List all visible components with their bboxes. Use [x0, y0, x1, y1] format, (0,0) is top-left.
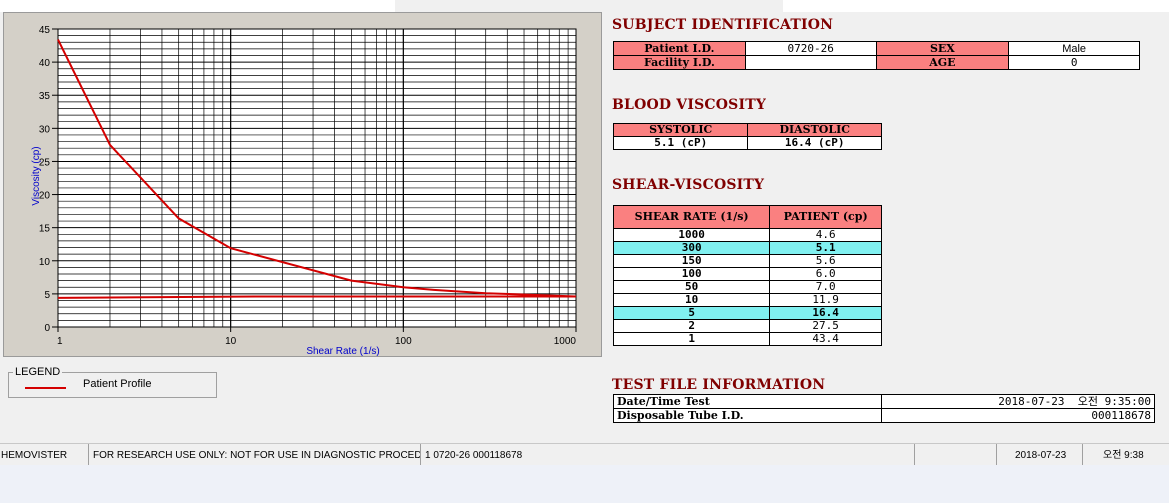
datetime-label: Date/Time Test	[612, 394, 883, 409]
y-tick-label: 40	[39, 58, 51, 69]
status-date: 2018-07-23	[996, 444, 1082, 466]
legend-swatch-patient	[25, 387, 66, 389]
sex-value: Male	[1008, 41, 1140, 56]
series-line-patient-profile	[57, 39, 577, 298]
shear-viscosity-title: SHEAR-VISCOSITY	[612, 177, 765, 193]
series-line-baseline	[57, 295, 576, 299]
facility-id-label: Facility I.D.	[613, 55, 746, 70]
status-bar: HEMOVISTER FOR RESEARCH USE ONLY: NOT FO…	[0, 443, 1169, 466]
patient-value-cell: 4.6	[769, 228, 882, 242]
patient-value-cell: 7.0	[769, 280, 882, 294]
subject-table: Patient I.D. 0720-26 SEX Male Facility I…	[613, 41, 1140, 70]
top-strip-left	[0, 0, 395, 12]
y-tick-label: 35	[39, 91, 51, 102]
shear-row: 300 5.1	[612, 241, 882, 255]
shear-rate-cell: 1	[612, 332, 771, 346]
shear-viscosity-rows: 1000 4.6 300 5.1 150 5.6 100 6.0 50 7.0 10 11.9 5 16.…	[612, 228, 882, 346]
shear-rate-cell: 300	[612, 241, 771, 255]
y-tick-label: 20	[39, 191, 51, 202]
diastolic-label: DIASTOLIC	[747, 123, 882, 137]
viscosity-chart-panel: 0 5 10 15 20 25 30 35 40 45 1 10 100 1000 Shear Rate (…	[3, 12, 602, 357]
y-tick-label: 25	[39, 157, 51, 168]
shear-rate-cell: 10	[612, 293, 771, 307]
patient-id-value: 0720-26	[744, 41, 877, 56]
plot-area	[57, 28, 577, 328]
x-tick-label: 100	[395, 336, 412, 347]
age-value: 0	[1008, 55, 1140, 70]
shear-viscosity-table: SHEAR RATE (1/s) PATIENT (cp) 1000 4.6 300…	[612, 205, 882, 346]
x-tick-label: 10	[225, 336, 237, 347]
status-record: 1 0720-26 000118678	[420, 444, 914, 466]
bottom-area	[0, 465, 1169, 503]
test-file-table: Date/Time Test 2018-07-23 오전 9:35:00 Dis…	[612, 394, 1155, 423]
y-tick-label: 10	[39, 257, 51, 268]
y-tick-label: 30	[39, 124, 51, 135]
shear-row: 1 43.4	[612, 332, 882, 346]
x-tick-label: 1000	[554, 336, 577, 347]
shear-rate-header: SHEAR RATE (1/s)	[612, 205, 771, 229]
status-app-name: HEMOVISTER	[1, 450, 68, 461]
legend-title: LEGEND	[13, 366, 63, 378]
blood-viscosity-title: BLOOD VISCOSITY	[612, 97, 767, 113]
diastolic-value: 16.4 (cP)	[747, 136, 882, 150]
subject-section-title: SUBJECT IDENTIFICATION	[612, 17, 834, 33]
patient-value-cell: 16.4	[769, 306, 882, 320]
shear-rate-cell: 50	[612, 280, 771, 294]
datetime-value: 2018-07-23 오전 9:35:00	[881, 394, 1155, 409]
legend-label-patient: Patient Profile	[83, 378, 152, 390]
shear-row: 5 16.4	[612, 306, 882, 320]
tube-id-label: Disposable Tube I.D.	[612, 408, 883, 423]
y-axis-label: Viscosity (cp)	[31, 146, 42, 205]
age-label: AGE	[875, 55, 1010, 70]
legend-box: LEGEND Patient Profile	[8, 366, 217, 398]
y-tick-label: 15	[39, 224, 51, 235]
shear-row: 100 6.0	[612, 267, 882, 281]
shear-rate-cell: 100	[612, 267, 771, 281]
blood-viscosity-table: SYSTOLIC DIASTOLIC 5.1 (cP) 16.4 (cP)	[612, 123, 882, 150]
systolic-value: 5.1 (cP)	[612, 136, 749, 150]
shear-rate-cell: 2	[612, 319, 771, 333]
shear-rate-cell: 5	[612, 306, 771, 320]
x-axis-label: Shear Rate (1/s)	[306, 346, 379, 357]
shear-row: 50 7.0	[612, 280, 882, 294]
shear-rate-cell: 1000	[612, 228, 771, 242]
top-strip	[0, 0, 1169, 12]
patient-cp-header: PATIENT (cp)	[769, 205, 882, 229]
shear-row: 150 5.6	[612, 254, 882, 268]
tube-id-value: 000118678	[881, 408, 1155, 423]
y-tick-label: 0	[44, 323, 50, 334]
sex-label: SEX	[875, 41, 1010, 56]
patient-value-cell: 5.1	[769, 241, 882, 255]
facility-id-value	[744, 55, 877, 70]
patient-value-cell: 11.9	[769, 293, 882, 307]
top-strip-right	[783, 0, 1169, 12]
systolic-label: SYSTOLIC	[612, 123, 749, 137]
status-time: 오전 9:38	[1082, 444, 1169, 466]
shear-row: 10 11.9	[612, 293, 882, 307]
y-tick-label: 5	[44, 290, 50, 301]
status-research-notice: FOR RESEARCH USE ONLY: NOT FOR USE IN DI…	[88, 444, 420, 466]
patient-value-cell: 6.0	[769, 267, 882, 281]
patient-value-cell: 27.5	[769, 319, 882, 333]
x-tick-label: 1	[57, 336, 63, 347]
shear-row: 1000 4.6	[612, 228, 882, 242]
shear-row: 2 27.5	[612, 319, 882, 333]
viscosity-chart: 0 5 10 15 20 25 30 35 40 45 1 10 100 1000 Shear Rate (…	[31, 25, 577, 357]
test-file-title: TEST FILE INFORMATION	[612, 377, 826, 393]
shear-rate-cell: 150	[612, 254, 771, 268]
patient-value-cell: 5.6	[769, 254, 882, 268]
y-tick-label: 45	[39, 25, 51, 36]
status-empty-pane	[914, 444, 996, 466]
patient-id-label: Patient I.D.	[613, 41, 746, 56]
patient-value-cell: 43.4	[769, 332, 882, 346]
